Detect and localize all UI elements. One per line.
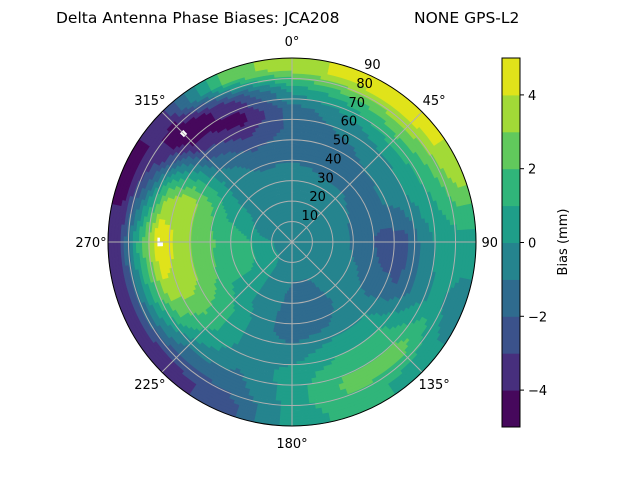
colorbar-segment — [502, 168, 520, 207]
colorbar-tick-label: 0 — [528, 237, 536, 252]
colorbar — [501, 57, 521, 428]
radial-tick-label: 10 — [302, 209, 319, 224]
radial-tick-label: 90 — [364, 58, 381, 73]
chart-title-right: NONE GPS-L2 — [414, 9, 519, 27]
colorbar-segment — [502, 131, 520, 170]
colorbar-tick-label: −2 — [528, 310, 547, 325]
colorbar-segment — [502, 279, 520, 317]
theta-gridline — [161, 241, 293, 373]
theta-gridline — [161, 111, 293, 243]
theta-gridline — [291, 241, 423, 373]
colorbar-segment — [502, 316, 520, 354]
radial-tick-label: 80 — [356, 77, 373, 92]
colorbar-segment — [502, 58, 520, 96]
theta-tick-label: 135° — [418, 378, 449, 393]
theta-tick-label: 270° — [75, 236, 106, 251]
polar-frame — [107, 57, 477, 427]
colorbar-segment — [502, 205, 520, 243]
radial-tick-label: 70 — [348, 96, 365, 111]
radial-tick-labels: 10 20 30 40 50 60 70 80 90 — [302, 58, 381, 224]
theta-tick-label: 225° — [134, 378, 165, 393]
contour-cell — [286, 100, 293, 105]
theta-gridline — [291, 111, 423, 243]
chart-title: Delta Antenna Phase Biases: JCA208 — [56, 9, 339, 27]
colorbar-tick-label: −4 — [528, 384, 547, 399]
radial-tick-label: 40 — [325, 152, 342, 167]
theta-tick-label: 0° — [285, 35, 300, 50]
colorbar-segment — [502, 353, 520, 391]
colorbar-segment — [502, 390, 520, 428]
contour-cell — [286, 82, 293, 87]
theta-tick-label: 180° — [276, 437, 307, 452]
theta-tick-label: 315° — [134, 94, 165, 109]
colorbar-tick-label: 4 — [528, 89, 536, 104]
colorbar-segment — [502, 94, 520, 133]
contour-cell — [286, 88, 293, 93]
radial-tick-label: 60 — [341, 115, 358, 130]
polar-grid — [108, 58, 476, 426]
theta-tick-label: 45° — [423, 94, 446, 109]
colorbar-tick-label: 2 — [528, 163, 536, 178]
colorbar-label: Bias (mm) — [556, 209, 571, 276]
colorbar-segment — [502, 242, 520, 280]
radial-tick-label: 30 — [317, 171, 334, 186]
radial-tick-label: 50 — [333, 134, 350, 149]
theta-tick-labels: 0°45°90°135°180°225°270°315° — [75, 35, 504, 452]
colorbar-ticks: −4 −2 0 2 4 — [520, 89, 547, 399]
contour-cell — [211, 238, 216, 248]
radial-tick-label: 20 — [309, 190, 326, 205]
